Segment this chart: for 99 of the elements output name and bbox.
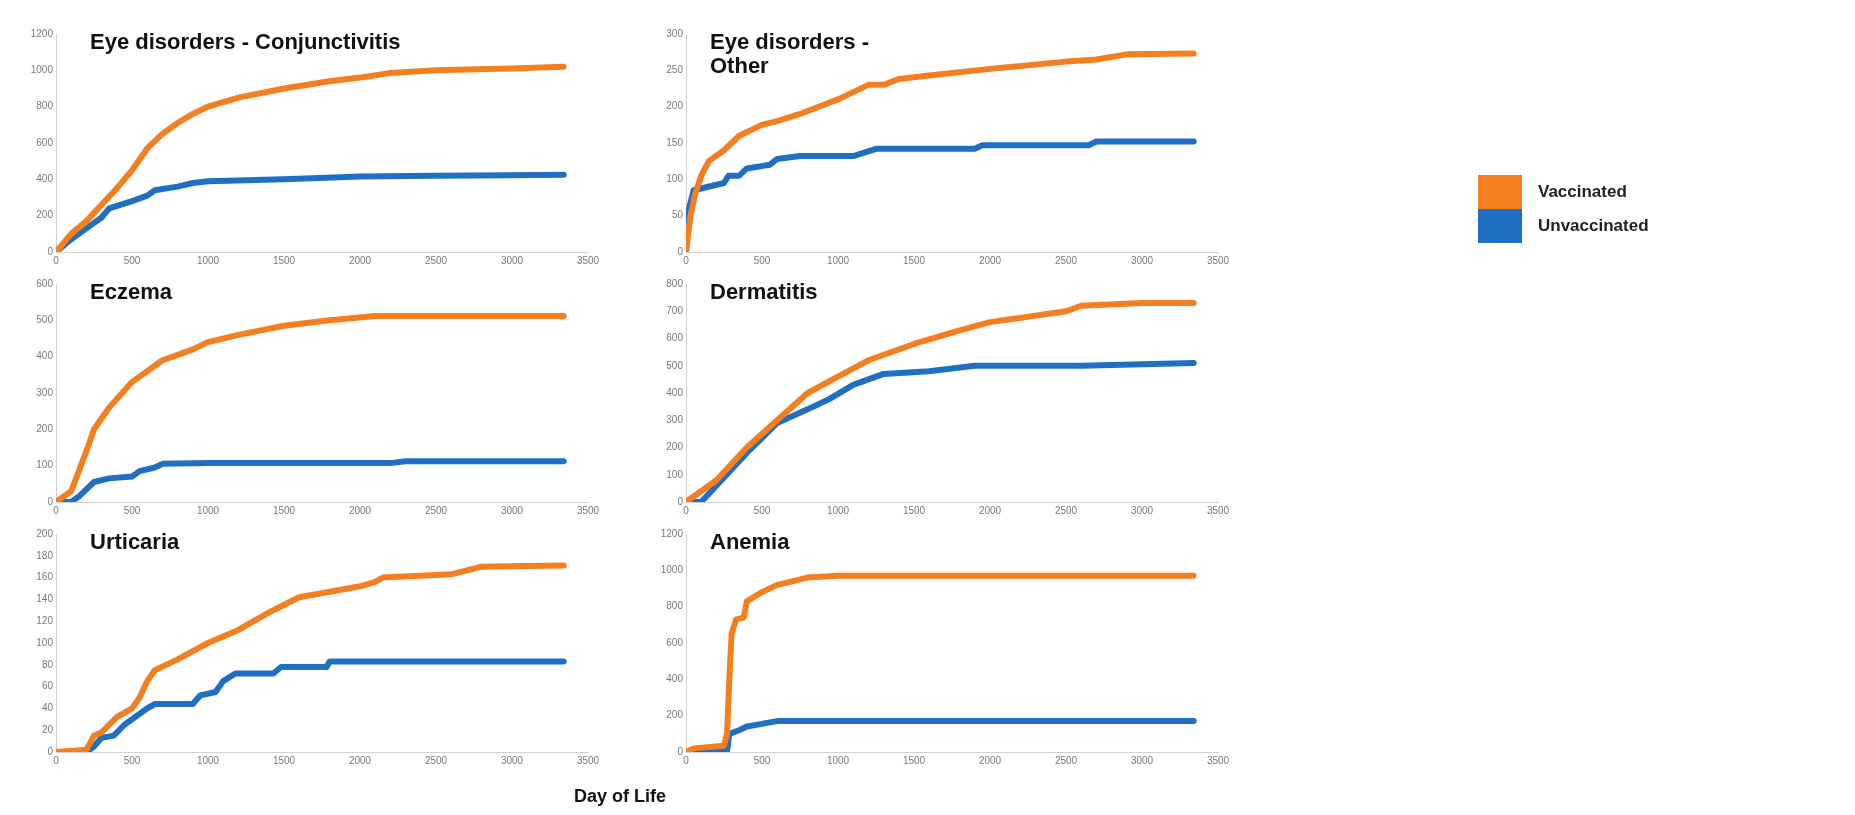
- y-tick-label: 800: [666, 277, 684, 289]
- x-tick-label: 2500: [1054, 754, 1078, 766]
- y-tick-label: 0: [47, 245, 54, 257]
- y-tick-label: 0: [677, 745, 684, 757]
- x-tick-label: 500: [123, 754, 141, 766]
- x-tick-label: 2500: [424, 754, 448, 766]
- y-tick-label: 0: [677, 245, 684, 257]
- y-tick-label: 150: [666, 136, 684, 148]
- chart-title: Anemia: [710, 529, 790, 554]
- x-tick-label: 2000: [978, 254, 1002, 266]
- legend-label: Unvaccinated: [1538, 216, 1649, 236]
- x-tick-label: 3000: [1130, 254, 1154, 266]
- y-tick-label: 0: [677, 495, 684, 507]
- y-tick-label: 100: [36, 636, 54, 648]
- y-tick-label: 40: [41, 702, 54, 714]
- x-tick-label: 1000: [196, 504, 220, 516]
- x-tick-label: 1000: [826, 754, 850, 766]
- y-tick-label: 1200: [30, 27, 54, 39]
- x-tick-label: 2000: [978, 754, 1002, 766]
- x-tick-label: 3000: [1130, 504, 1154, 516]
- x-tick-label: 3500: [1206, 754, 1230, 766]
- y-tick-label: 250: [666, 64, 684, 76]
- x-tick-label: 500: [753, 254, 771, 266]
- x-tick-label: 3500: [576, 754, 600, 766]
- x-tick-label: 3500: [1206, 504, 1230, 516]
- y-tick-label: 200: [36, 209, 54, 221]
- y-tick-label: 100: [36, 459, 54, 471]
- x-tick-label: 3000: [500, 754, 524, 766]
- x-tick-label: 1500: [902, 504, 926, 516]
- x-axis-title: Day of Life: [574, 786, 667, 807]
- y-tick-label: 600: [666, 332, 684, 344]
- chart-title: Dermatitis: [710, 279, 818, 304]
- x-tick-label: 2500: [424, 254, 448, 266]
- x-tick-label: 2500: [424, 504, 448, 516]
- y-tick-label: 200: [666, 100, 684, 112]
- y-tick-label: 700: [666, 305, 684, 316]
- x-tick-label: 500: [123, 504, 141, 516]
- chart-title: Eye disorders - Conjunctivitis: [90, 29, 401, 54]
- x-tick-label: 1000: [826, 504, 850, 516]
- y-tick-label: 1200: [660, 527, 684, 539]
- y-tick-label: 100: [666, 468, 684, 480]
- x-tick-label: 2500: [1054, 254, 1078, 266]
- y-tick-label: 600: [36, 136, 54, 148]
- y-tick-label: 500: [666, 359, 684, 371]
- y-tick-label: 500: [36, 314, 54, 326]
- legend-label: Vaccinated: [1538, 182, 1627, 202]
- x-tick-label: 1500: [272, 254, 296, 266]
- y-tick-label: 180: [36, 549, 54, 561]
- x-tick-label: 500: [753, 754, 771, 766]
- x-tick-label: 1500: [902, 754, 926, 766]
- y-tick-label: 600: [36, 277, 54, 289]
- x-tick-label: 2500: [1054, 504, 1078, 516]
- x-tick-label: 2000: [978, 504, 1002, 516]
- chart-title: Eczema: [90, 279, 172, 304]
- y-tick-label: 300: [666, 414, 684, 425]
- y-tick-label: 400: [36, 173, 54, 185]
- y-tick-label: 300: [666, 27, 684, 39]
- y-tick-label: 400: [666, 386, 684, 398]
- y-tick-label: 300: [36, 386, 54, 398]
- x-tick-label: 500: [753, 504, 771, 516]
- x-tick-label: 2000: [348, 504, 372, 516]
- x-tick-label: 3500: [576, 254, 600, 266]
- x-tick-label: 500: [123, 254, 141, 266]
- x-tick-label: 3000: [500, 504, 524, 516]
- x-tick-label: 3000: [500, 254, 524, 266]
- x-tick-label: 1000: [196, 254, 220, 266]
- x-tick-label: 2000: [348, 754, 372, 766]
- y-tick-label: 80: [41, 658, 54, 670]
- y-tick-label: 60: [41, 680, 54, 692]
- y-tick-label: 140: [36, 593, 54, 605]
- y-tick-label: 50: [671, 209, 684, 221]
- x-tick-label: 1000: [826, 254, 850, 266]
- x-tick-label: 3000: [1130, 754, 1154, 766]
- chart-title: Eye disorders - Other: [710, 29, 870, 78]
- y-tick-label: 20: [41, 723, 54, 735]
- y-tick-label: 0: [47, 495, 54, 507]
- y-tick-label: 1000: [660, 564, 684, 576]
- y-tick-label: 400: [666, 673, 684, 685]
- y-tick-label: 160: [36, 571, 54, 583]
- chart-title: Urticaria: [90, 529, 180, 554]
- x-tick-label: 3500: [576, 504, 600, 516]
- y-tick-label: 1000: [30, 64, 54, 76]
- x-tick-label: 1000: [196, 754, 220, 766]
- y-tick-label: 200: [666, 441, 684, 453]
- y-tick-label: 800: [36, 100, 54, 112]
- y-tick-label: 200: [36, 527, 54, 539]
- x-tick-label: 1500: [272, 504, 296, 516]
- x-tick-label: 1500: [902, 254, 926, 266]
- y-tick-label: 0: [47, 745, 54, 757]
- y-tick-label: 120: [36, 614, 54, 626]
- x-tick-label: 3500: [1206, 254, 1230, 266]
- y-tick-label: 400: [36, 350, 54, 362]
- y-tick-label: 600: [666, 636, 684, 648]
- y-tick-label: 100: [666, 173, 684, 185]
- y-tick-label: 200: [666, 709, 684, 721]
- x-tick-label: 1500: [272, 754, 296, 766]
- x-tick-label: 2000: [348, 254, 372, 266]
- y-tick-label: 200: [36, 423, 54, 435]
- y-tick-label: 800: [666, 600, 684, 612]
